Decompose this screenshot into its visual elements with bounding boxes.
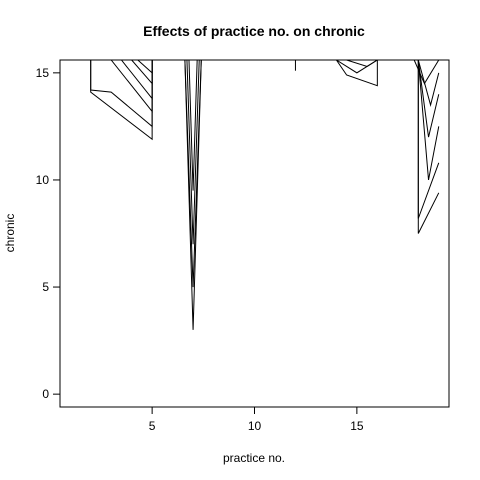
y-tick-label-2: 5 bbox=[42, 280, 49, 294]
series-line-9 bbox=[186, 60, 200, 245]
series-line-20 bbox=[413, 60, 440, 85]
series-line-17 bbox=[417, 60, 440, 181]
x-tick-label-2: 10 bbox=[248, 419, 262, 433]
y-tick-label-4: 15 bbox=[36, 66, 50, 80]
series-line-16 bbox=[417, 60, 440, 219]
y-axis-label: chronic bbox=[3, 214, 17, 253]
x-axis-label: practice no. bbox=[223, 451, 285, 465]
series-line-12 bbox=[335, 60, 378, 87]
series-line-7 bbox=[182, 60, 204, 330]
x-tick-label-1: 5 bbox=[149, 419, 156, 433]
series-line-19 bbox=[417, 60, 440, 107]
series-line-14 bbox=[346, 60, 378, 67]
plot-region bbox=[90, 60, 440, 330]
series-line-10 bbox=[188, 60, 198, 191]
series-line-6 bbox=[137, 60, 153, 74]
y-tick-label-1: 0 bbox=[42, 387, 49, 401]
series-line-8 bbox=[184, 60, 202, 288]
chart-title: Effects of practice no. on chronic bbox=[143, 23, 365, 39]
y-axis: 0 5 10 15 bbox=[36, 66, 60, 401]
x-axis: 5 10 15 bbox=[149, 407, 364, 433]
y-tick-label-3: 10 bbox=[36, 173, 50, 187]
series-layer bbox=[90, 60, 440, 330]
series-line-18 bbox=[417, 60, 440, 138]
x-tick-label-3: 15 bbox=[350, 419, 364, 433]
